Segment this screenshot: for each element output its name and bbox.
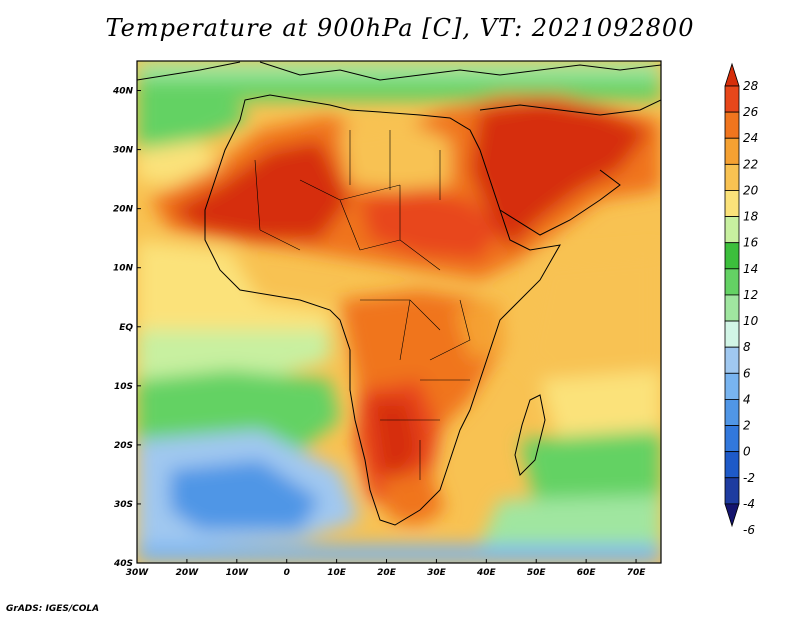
lon-tick-label: 50E xyxy=(527,568,547,578)
colorbar-label: 4 xyxy=(743,392,751,406)
lat-tick-label: 40N xyxy=(112,87,134,97)
lon-tick-label: 20E xyxy=(377,568,397,578)
longitude-ticks: 30W 20W 10W 0 10E 20E 30E 40E 50E 60E 70E xyxy=(126,559,646,578)
colorbar-swatch xyxy=(724,451,740,479)
colorbar-swatch xyxy=(724,294,740,322)
lon-tick-label: 10W xyxy=(226,568,250,578)
temperature-field xyxy=(137,61,661,563)
map-title: Temperature at 900hPa [C], VT: 202109280… xyxy=(105,14,695,42)
colorbar-label: -6 xyxy=(743,523,755,537)
colorbar-bottom-arrow xyxy=(724,503,740,528)
africa-coastline xyxy=(204,94,561,526)
lat-tick-label: EQ xyxy=(119,323,133,333)
madagascar-coastline xyxy=(514,394,546,476)
colorbar-label: 28 xyxy=(743,79,759,93)
coastlines xyxy=(137,61,661,526)
colorbar-label: -2 xyxy=(743,471,755,485)
colorbar-label: 18 xyxy=(743,210,759,224)
colorbar-label: 0 xyxy=(743,445,751,459)
colorbar-swatch xyxy=(724,137,740,165)
colorbar-label: 12 xyxy=(743,288,758,302)
colorbar-label: 8 xyxy=(743,340,751,354)
colorbar-label: 24 xyxy=(743,131,758,145)
lon-tick-label: 70E xyxy=(627,568,647,578)
lat-tick-label: 10S xyxy=(114,382,133,392)
colorbar-swatch xyxy=(724,320,740,348)
lat-tick-label: 10N xyxy=(113,264,134,274)
lat-tick-label: 30S xyxy=(114,500,133,510)
colorbar-swatch xyxy=(724,477,740,505)
lat-tick-label: 30N xyxy=(113,146,134,156)
arabia-coastline xyxy=(479,99,661,236)
credit-label: GrADS: IGES/COLA xyxy=(6,604,100,614)
lat-tick-label: 20N xyxy=(113,205,134,215)
colorbar-label: 6 xyxy=(743,366,751,380)
colorbar-swatch xyxy=(724,190,740,217)
colorbar-label: 26 xyxy=(743,105,759,119)
country-borders xyxy=(254,130,471,480)
colorbar-label: 10 xyxy=(743,314,759,328)
lon-tick-label: 40E xyxy=(476,568,497,578)
colorbar-swatch xyxy=(724,85,740,113)
lat-tick-label: 20S xyxy=(114,441,133,451)
lon-tick-label: 20W xyxy=(176,568,200,578)
latitude-ticks: 40S 30S 20S 10S EQ 10N 20N 30N 40N xyxy=(112,87,141,569)
colorbar-top-arrow xyxy=(724,62,740,87)
colorbar-label: 20 xyxy=(743,183,759,197)
colorbar-swatch xyxy=(724,216,740,244)
colorbar-swatch xyxy=(724,425,740,453)
colorbar-swatch xyxy=(724,346,740,374)
colorbar-swatch xyxy=(724,242,740,270)
lon-tick-label: 0 xyxy=(284,568,290,578)
colorbar-label: 14 xyxy=(743,262,758,276)
colorbar-swatch xyxy=(724,399,740,426)
europe-coastline xyxy=(137,61,661,81)
lon-tick-label: 10E xyxy=(327,568,347,578)
colorbar-swatch xyxy=(724,372,740,400)
lon-tick-label: 60E xyxy=(577,568,597,578)
colorbar-swatch xyxy=(724,268,740,296)
lat-tick-label: 40S xyxy=(113,559,133,569)
colorbar-swatch xyxy=(724,111,740,139)
colorbar-label: 2 xyxy=(743,419,751,433)
colorbar-label: 22 xyxy=(743,157,758,171)
colorbar-label: 16 xyxy=(743,236,759,250)
lon-tick-label: 30E xyxy=(427,568,447,578)
lon-tick-label: 30W xyxy=(126,568,150,578)
colorbar-swatch xyxy=(724,163,740,191)
colorbar-label: -4 xyxy=(743,497,755,511)
map-frame xyxy=(136,60,662,564)
